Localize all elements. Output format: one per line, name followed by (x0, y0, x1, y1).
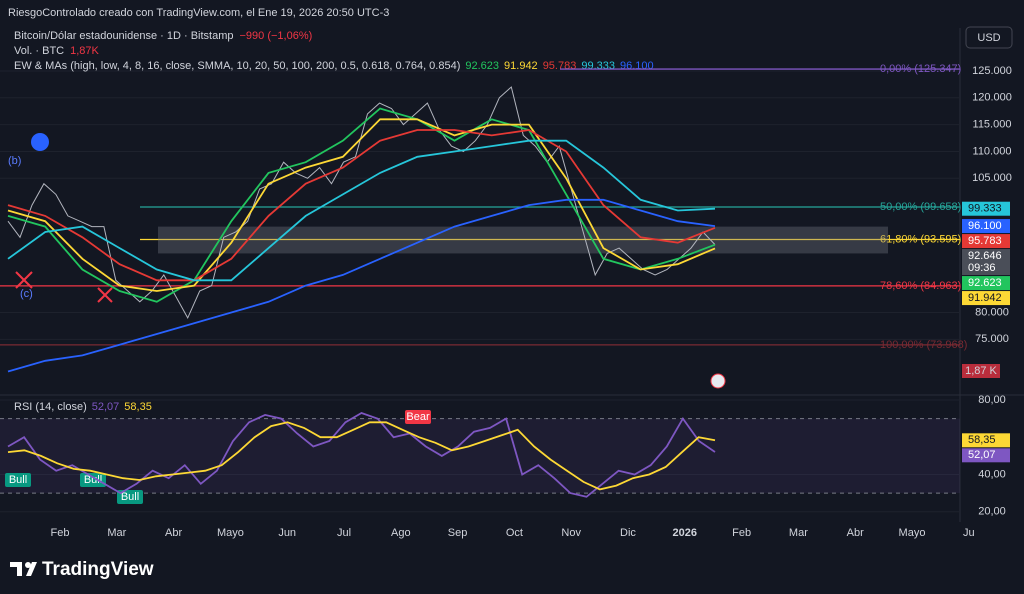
legend-value: 58,35 (124, 401, 152, 413)
price-tag: 95.783 (968, 235, 1002, 247)
x-tick-label: Mayo (899, 527, 926, 539)
x-tick-label: Abr (165, 527, 182, 539)
x-tick-label: Jul (337, 527, 351, 539)
wave-label: (b) (8, 155, 21, 167)
legend-value: 92.623 (465, 60, 499, 72)
signal-label: Bull (9, 474, 27, 486)
event-icon (31, 133, 49, 151)
price-tag-bg (962, 448, 1010, 463)
x-tick-label: Jun (278, 527, 296, 539)
price-tag-bg (962, 276, 1010, 291)
x-tick-label: Mar (107, 527, 126, 539)
legend-value: 99.333 (581, 60, 615, 72)
currency-label[interactable]: USD (977, 32, 1000, 44)
chart-title: Bitcoin/Dólar estadounidense · 1D · Bits… (14, 30, 234, 42)
fib-label: 61,80% (93.595) (880, 233, 961, 245)
legend-value: 95.783 (543, 60, 577, 72)
price-tag: 92.646 (968, 250, 1002, 262)
fib-label: 50,00% (99.658) (880, 201, 961, 213)
series-line (7, 86, 716, 320)
y-tick-label: 75.000 (975, 333, 1009, 345)
price-tag-bg (962, 433, 1010, 448)
x-tick-label: Dic (620, 527, 636, 539)
y-tick-label: 115.000 (973, 119, 1012, 131)
x-tick-label: Sep (448, 527, 468, 539)
price-tag: 99.333 (968, 203, 1002, 215)
series-line (7, 129, 716, 282)
legend-value: 91.942 (504, 60, 538, 72)
x-tick-label: Feb (51, 527, 70, 539)
x-tick-label: Mar (789, 527, 808, 539)
currency-button[interactable] (965, 26, 1013, 49)
flag-icon (710, 373, 726, 389)
y-tick-label: 80,00 (978, 394, 1006, 406)
footer-logo: TradingView (10, 559, 154, 580)
price-tag-bg (962, 201, 1010, 216)
wave-label: (c) (20, 288, 33, 300)
y-tick-label: 80.000 (975, 306, 1009, 318)
countdown: 09:36 (968, 262, 996, 274)
y-tick-label: 20,00 (978, 506, 1006, 518)
credit: RiesgoControlado creado con TradingView.… (8, 7, 389, 19)
x-tick-label: Oct (506, 527, 523, 539)
legend-value: 52,07 (92, 401, 120, 413)
price-tag-bg (962, 249, 1010, 276)
volume-tag: 1,87 K (965, 365, 997, 377)
zone (158, 226, 888, 254)
logo-mark (10, 562, 37, 576)
logo-dot (25, 562, 31, 568)
x-tick-label: Mayo (217, 527, 244, 539)
series-line (7, 421, 716, 491)
x-tick-label: Feb (732, 527, 751, 539)
x-tick-label: Abr (847, 527, 864, 539)
signal-label: Bull (84, 474, 102, 486)
footer-brand: TradingView (42, 559, 154, 580)
signal-box (5, 473, 31, 487)
series-line (7, 118, 716, 292)
y-tick-label: 40,00 (978, 468, 1006, 480)
signal-box (117, 490, 143, 504)
volume-tag-bg (962, 364, 1000, 378)
x-tick-label: Ju (963, 527, 975, 539)
x-tick-label: Nov (561, 527, 581, 539)
price-tag: 58,35 (968, 434, 996, 446)
price-tag-bg (962, 291, 1010, 306)
signal-box (405, 410, 431, 424)
legend-value: 96.100 (620, 60, 654, 72)
series-line (7, 198, 716, 373)
y-tick-label: 110.000 (973, 145, 1012, 157)
x-tick-label: 2026 (673, 527, 697, 539)
fib-label: 100,00% (73.968) (880, 339, 967, 351)
signal-label: Bear (406, 411, 430, 423)
price-tag-bg (962, 219, 1010, 234)
x-tick-label: Ago (391, 527, 411, 539)
rsi-title: RSI (14, close) (14, 401, 87, 413)
wave-mark (97, 287, 113, 303)
signal-label: Bull (121, 491, 139, 503)
signal-box (80, 473, 106, 487)
indicator-label: EW & MAs (high, low, 4, 8, 16, close, SM… (14, 60, 460, 72)
fib-label: 78,60% (84.963) (880, 280, 961, 292)
price-tag: 96.100 (968, 220, 1002, 232)
y-tick-label: 125.000 (972, 65, 1012, 77)
series-line (7, 139, 716, 282)
price-tag-bg (962, 234, 1010, 249)
price-tag: 52,07 (968, 449, 996, 461)
y-tick-label: 120.000 (972, 92, 1012, 104)
y-tick-label: 105.000 (972, 172, 1012, 184)
price-change: −990 (−1,06%) (240, 30, 313, 42)
volume-value: 1,87K (70, 45, 99, 57)
fib-label: 0,00% (125.347) (880, 63, 961, 75)
price-tag: 91.942 (968, 292, 1002, 304)
price-tag: 92.623 (968, 277, 1002, 289)
volume-label: Vol. · BTC (14, 45, 64, 57)
series-line (7, 107, 716, 303)
